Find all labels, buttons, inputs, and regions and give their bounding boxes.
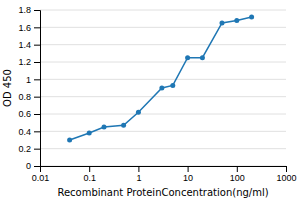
y-tick-label: 1.6 bbox=[18, 23, 31, 33]
plot-area: 0.01 0.1 1 10 100 1000 0 0.2 0.4 0.6 0.8 1 1.2 1.4 1.6… bbox=[18, 5, 296, 183]
x-tick: 0.01 bbox=[32, 166, 50, 183]
x-tick-label: 1000 bbox=[276, 173, 296, 183]
x-tick-mark bbox=[188, 166, 189, 172]
y-tick: 0.2 bbox=[18, 144, 40, 154]
series bbox=[67, 14, 254, 142]
grid-line bbox=[40, 131, 286, 132]
y-tick: 0.8 bbox=[18, 92, 40, 102]
grid-line bbox=[40, 79, 286, 80]
x-tick-label: 0.01 bbox=[32, 173, 50, 183]
grid bbox=[40, 10, 286, 166]
point bbox=[121, 123, 126, 128]
y-tick-mark bbox=[34, 166, 40, 167]
line bbox=[70, 17, 252, 140]
y-tick: 0 bbox=[26, 161, 40, 171]
point bbox=[200, 55, 205, 60]
y-tick: 0.6 bbox=[18, 109, 40, 119]
y-tick-mark bbox=[34, 79, 40, 80]
x-tick: 100 bbox=[230, 166, 245, 183]
x-tick: 0.1 bbox=[83, 166, 96, 183]
x-axis-line bbox=[41, 167, 287, 173]
y-tick-label: 0 bbox=[26, 161, 31, 171]
y-tick: 1.8 bbox=[18, 5, 40, 15]
x-tick-mark bbox=[286, 166, 287, 172]
y-tick: 1.6 bbox=[18, 23, 40, 33]
point bbox=[170, 83, 175, 88]
y-tick: 0.4 bbox=[18, 127, 40, 137]
x-axis-title: Recombinant ProteinConcentration(ng/ml) bbox=[57, 187, 268, 198]
x-tick-mark bbox=[138, 166, 139, 172]
y-tick-mark bbox=[34, 27, 40, 28]
x-tick-mark bbox=[89, 166, 90, 172]
y-tick-label: 1.2 bbox=[18, 57, 31, 67]
point bbox=[102, 125, 107, 130]
x-tick-mark bbox=[237, 166, 238, 172]
y-tick-label: 1.4 bbox=[18, 40, 31, 50]
x-tick: 1000 bbox=[276, 166, 296, 183]
point bbox=[67, 138, 72, 143]
y-tick-label: 0.4 bbox=[18, 127, 31, 137]
y-tick-label: 1.8 bbox=[18, 5, 31, 15]
y-tick-label: 0.8 bbox=[18, 92, 31, 102]
y-tick-mark bbox=[34, 114, 40, 115]
chart: 0.01 0.1 1 10 100 1000 0 0.2 0.4 0.6 0.8 1 1.2 1.4 1.6… bbox=[0, 0, 300, 200]
grid-line bbox=[40, 148, 286, 149]
y-tick: 1.4 bbox=[18, 40, 40, 50]
y-axis-title: OD 450 bbox=[2, 69, 13, 107]
point bbox=[159, 86, 164, 91]
grid-line bbox=[40, 10, 286, 11]
point bbox=[219, 21, 224, 26]
point bbox=[234, 18, 239, 23]
y-tick-mark bbox=[34, 45, 40, 46]
x-tick-label: 0.1 bbox=[83, 173, 96, 183]
y-tick-mark bbox=[34, 97, 40, 98]
y-axis-line bbox=[34, 11, 41, 167]
x-tick-label: 10 bbox=[183, 173, 193, 183]
y-tick: 1 bbox=[26, 75, 40, 85]
point bbox=[87, 131, 92, 136]
grid-line bbox=[40, 44, 286, 45]
grid-line bbox=[40, 62, 286, 63]
grid-line bbox=[40, 114, 286, 115]
point bbox=[249, 14, 254, 19]
y-tick-mark bbox=[34, 10, 40, 11]
y-tick-mark bbox=[34, 62, 40, 63]
grid-line bbox=[40, 27, 286, 28]
y-tick: 1.2 bbox=[18, 57, 40, 67]
x-axis: 0.01 0.1 1 10 100 1000 bbox=[32, 166, 297, 183]
y-tick-label: 0.6 bbox=[18, 109, 31, 119]
y-axis: 0 0.2 0.4 0.6 0.8 1 1.2 1.4 1.6 1.8 bbox=[18, 5, 40, 171]
grid-line bbox=[40, 96, 286, 97]
point bbox=[136, 110, 141, 115]
y-tick-label: 0.2 bbox=[18, 144, 31, 154]
x-tick-label: 1 bbox=[136, 173, 141, 183]
y-tick-label: 1 bbox=[26, 75, 31, 85]
x-tick-label: 100 bbox=[230, 173, 245, 183]
y-tick-mark bbox=[34, 149, 40, 150]
point bbox=[185, 55, 190, 60]
y-tick-mark bbox=[34, 131, 40, 132]
x-tick: 10 bbox=[183, 166, 193, 183]
x-tick: 1 bbox=[136, 166, 141, 183]
